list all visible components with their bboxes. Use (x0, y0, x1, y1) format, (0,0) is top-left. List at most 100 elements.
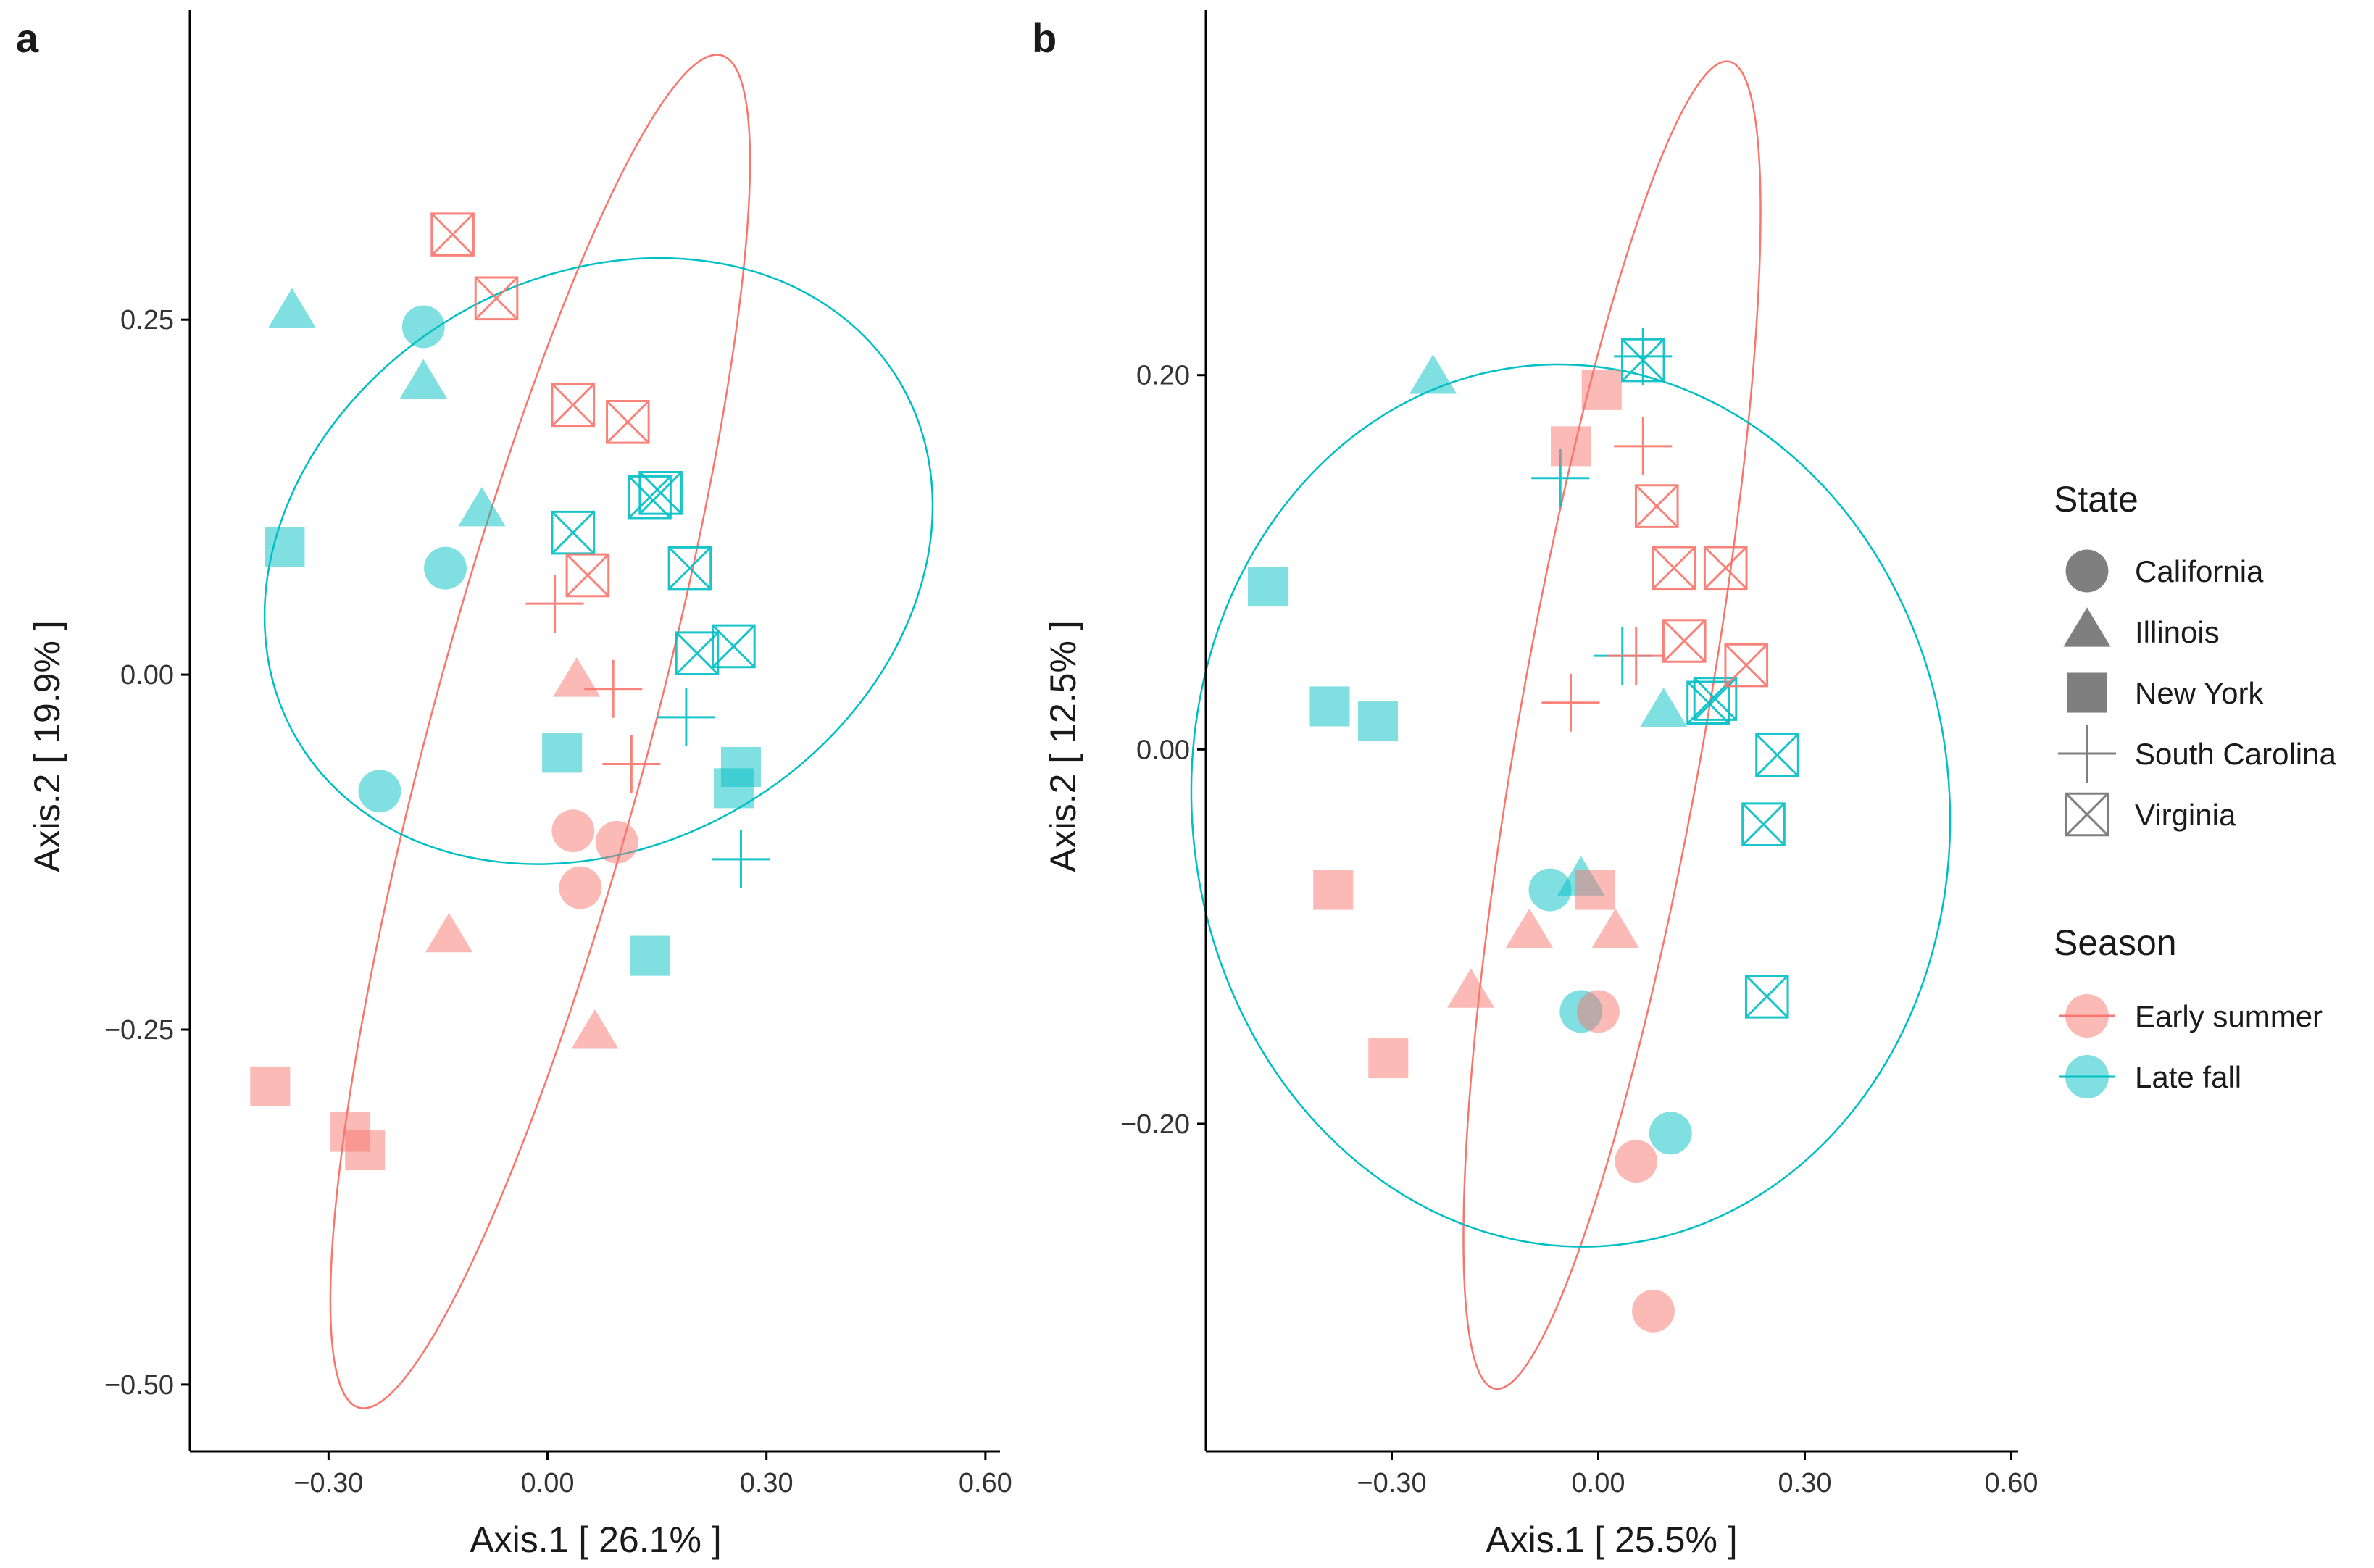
point-california-early-summer-a-31 (595, 820, 638, 864)
point-california-early-summer-a-32 (559, 866, 602, 909)
point-south-carolina-early-summer-a-26 (602, 735, 661, 793)
x-tick-label-b-1: 0.00 (1572, 1468, 1625, 1498)
point-virginia-late-fall-a-12 (628, 475, 672, 520)
legend-label-early-summer: Early summer (2135, 999, 2323, 1033)
panel-b: b −0.30 0.00 0.30 0.60 0.20 0.00 −0.20 Axis.1 … (1032, 10, 2038, 1560)
point-virginia-early-summer-a-22 (606, 399, 650, 444)
ellipse-late-fall-b (1190, 363, 1952, 1248)
y-axis-title-a: Axis.2 [ 19.9% ] (27, 620, 67, 872)
point-south-carolina-early-summer-a-24 (525, 575, 584, 633)
point-california-early-summer-b-34 (1577, 990, 1620, 1033)
legend-key-new-york (2067, 672, 2107, 713)
point-new-york-early-summer-b-20 (1313, 870, 1354, 910)
axes-b: −0.30 0.00 0.30 0.60 0.20 0.00 −0.20 (1120, 10, 2038, 1498)
point-virginia-early-summer-a-20 (474, 276, 519, 321)
point-new-york-late-fall-b-3 (1247, 567, 1288, 607)
panel-tag-b: b (1032, 15, 1057, 61)
x-tick-label-a-2: 0.30 (740, 1468, 794, 1498)
ellipse-early-summer-b (1462, 60, 1762, 1390)
point-new-york-late-fall-b-5 (1357, 701, 1399, 742)
y-tick-label-b-1: 0.00 (1136, 735, 1190, 765)
y-axis-title-b: Axis.2 [ 12.5% ] (1043, 620, 1083, 872)
point-illinois-early-summer-a-29 (571, 1009, 619, 1049)
point-california-late-fall-b-8 (1649, 1112, 1692, 1155)
point-virginia-late-fall-a-13 (638, 470, 683, 515)
x-tick-label-a-1: 0.00 (521, 1468, 575, 1498)
ellipses-b (1190, 60, 1952, 1390)
point-california-early-summer-a-30 (551, 809, 595, 853)
y-tick-label-b-2: −0.20 (1120, 1109, 1190, 1140)
x-axis-title-a: Axis.1 [ 26.1% ] (470, 1519, 721, 1560)
point-california-late-fall-a-4 (424, 546, 467, 590)
legend-key-illinois (2063, 607, 2111, 647)
point-illinois-early-summer-a-27 (553, 657, 601, 697)
legend-key-south-carolina (2058, 725, 2116, 783)
legend-title-state: State (2054, 479, 2138, 520)
point-virginia-late-fall-b-14 (1693, 677, 1738, 721)
y-tick-label-a-1: 0.00 (120, 660, 174, 691)
legend-state-items: California Illinois New York South Carolina… (2058, 549, 2336, 837)
point-new-york-late-fall-a-10 (630, 935, 670, 976)
point-virginia-early-summer-b-29 (1662, 619, 1707, 663)
point-virginia-early-summer-b-28 (1703, 546, 1748, 591)
panel-a: a −0.30 0.00 0.30 0.60 0.25 0.00 −0.25 −0.50 Ax… (16, 10, 1012, 1560)
point-south-carolina-late-fall-a-17 (657, 688, 715, 746)
legend-label-california: California (2135, 554, 2264, 588)
points-a (250, 212, 770, 1171)
legend-key-virginia (2065, 792, 2109, 837)
point-virginia-late-fall-a-11 (551, 510, 596, 555)
legend-label-south-carolina: South Carolina (2135, 737, 2336, 771)
point-new-york-late-fall-b-4 (1309, 686, 1350, 727)
legend-season-items: Early summer Late fall (2059, 994, 2323, 1098)
ellipse-early-summer-a (329, 54, 751, 1409)
point-california-late-fall-a-3 (401, 305, 445, 349)
point-new-york-early-summer-a-35 (345, 1130, 386, 1171)
point-virginia-late-fall-b-16 (1741, 802, 1786, 846)
point-south-carolina-early-summer-b-23 (1614, 417, 1673, 475)
point-illinois-early-summer-a-28 (425, 912, 473, 953)
x-tick-label-b-3: 0.60 (1985, 1468, 2038, 1498)
ellipses-a (263, 54, 934, 1409)
legend-key-california (2065, 549, 2109, 593)
point-illinois-late-fall-a-0 (268, 288, 316, 328)
point-virginia-late-fall-a-14 (667, 546, 712, 591)
legend-label-late-fall: Late fall (2135, 1060, 2241, 1094)
point-california-late-fall-a-5 (358, 770, 401, 813)
point-illinois-late-fall-b-1 (1640, 687, 1688, 727)
point-virginia-late-fall-a-15 (675, 631, 720, 676)
point-new-york-early-summer-a-33 (250, 1066, 291, 1106)
point-virginia-early-summer-a-19 (430, 212, 475, 257)
point-virginia-late-fall-b-17 (1744, 975, 1789, 1019)
y-tick-label-a-3: −0.50 (104, 1370, 174, 1401)
point-virginia-early-summer-b-26 (1634, 484, 1679, 528)
point-virginia-late-fall-b-15 (1755, 733, 1799, 777)
legend: State California Illinois New York South Ca… (2054, 479, 2336, 1098)
legend-label-virginia: Virginia (2135, 798, 2236, 832)
point-illinois-late-fall-a-2 (458, 487, 506, 527)
y-tick-label-a-0: 0.25 (120, 305, 174, 335)
point-south-carolina-early-summer-b-25 (1541, 673, 1600, 732)
legend-label-illinois: Illinois (2135, 615, 2220, 649)
legend-title-season: Season (2054, 922, 2177, 963)
point-illinois-early-summer-b-32 (1591, 908, 1639, 948)
point-south-carolina-late-fall-b-9 (1614, 327, 1673, 385)
point-new-york-late-fall-a-7 (542, 733, 583, 773)
x-tick-label-b-2: 0.30 (1778, 1468, 1832, 1498)
y-tick-label-a-2: −0.25 (104, 1015, 174, 1046)
legend-label-new-york: New York (2135, 676, 2264, 710)
point-illinois-early-summer-b-31 (1505, 908, 1554, 948)
point-california-late-fall-b-6 (1528, 868, 1572, 912)
x-tick-label-a-3: 0.60 (959, 1468, 1012, 1498)
point-illinois-late-fall-b-0 (1409, 354, 1457, 394)
point-illinois-early-summer-b-33 (1447, 968, 1495, 1008)
point-new-york-late-fall-a-9 (713, 768, 754, 809)
point-virginia-early-summer-a-21 (551, 383, 596, 428)
point-south-carolina-late-fall-a-18 (712, 830, 770, 888)
y-tick-label-b-0: 0.20 (1136, 361, 1190, 391)
x-tick-label-b-0: −0.30 (1357, 1468, 1426, 1498)
point-california-early-summer-b-35 (1615, 1140, 1658, 1183)
point-virginia-early-summer-b-30 (1724, 643, 1769, 688)
point-new-york-early-summer-b-21 (1368, 1038, 1409, 1079)
x-axis-title-b: Axis.1 [ 25.5% ] (1486, 1519, 1737, 1560)
